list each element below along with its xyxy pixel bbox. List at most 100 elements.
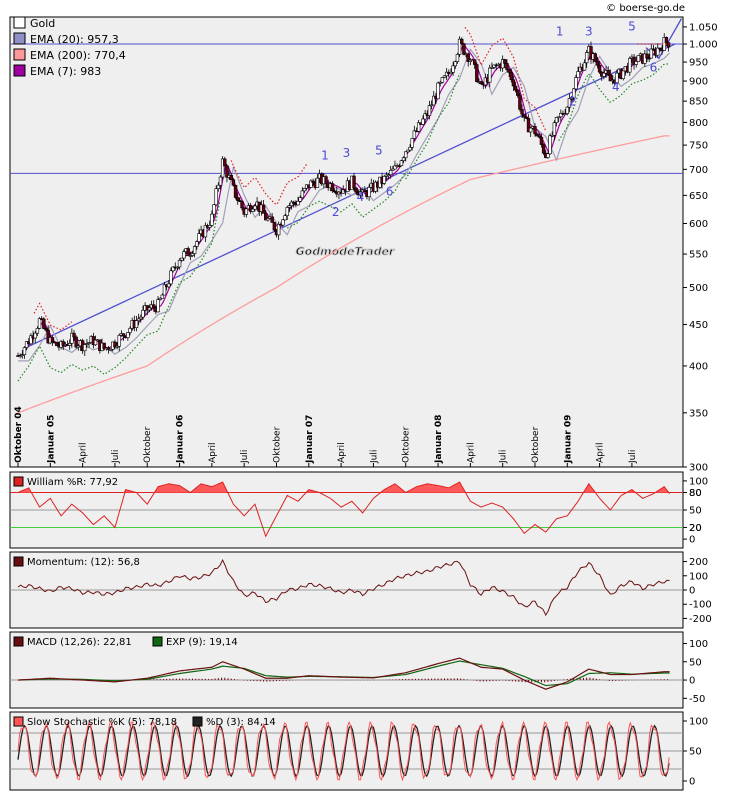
candle-body bbox=[106, 347, 111, 350]
candle-body bbox=[324, 176, 328, 184]
x-tick-label: Juli bbox=[499, 450, 509, 464]
candle bbox=[29, 333, 33, 345]
candle-body bbox=[162, 284, 167, 296]
candle bbox=[315, 174, 320, 189]
candle-body bbox=[44, 328, 48, 331]
candle-body bbox=[46, 329, 50, 344]
candle-body bbox=[460, 38, 464, 44]
candle bbox=[162, 282, 167, 296]
candle bbox=[106, 346, 111, 354]
x-tick-label: Oktober bbox=[143, 426, 153, 463]
candle-body bbox=[608, 74, 613, 82]
candle-body bbox=[134, 320, 139, 328]
candle-body bbox=[520, 109, 524, 115]
candle-body bbox=[330, 183, 335, 192]
candle-body bbox=[354, 187, 358, 193]
trailing-stop-low bbox=[286, 171, 407, 229]
candle-body bbox=[141, 309, 145, 318]
candle-body bbox=[621, 70, 626, 79]
candle-body bbox=[42, 318, 46, 329]
candle bbox=[61, 339, 65, 350]
candle bbox=[76, 343, 81, 351]
y-tick-label: 950 bbox=[689, 58, 708, 69]
candle-body bbox=[399, 160, 404, 167]
candle bbox=[634, 56, 638, 68]
candle bbox=[50, 335, 55, 346]
candle bbox=[541, 143, 546, 156]
candle-body bbox=[285, 207, 289, 216]
candle bbox=[621, 70, 626, 81]
candle-body bbox=[311, 180, 315, 183]
x-tick-label: April bbox=[337, 442, 347, 463]
candle bbox=[444, 67, 449, 81]
candle-body bbox=[479, 81, 483, 85]
macd-line bbox=[17, 657, 670, 690]
y-tick-label: -100 bbox=[689, 600, 712, 611]
candle bbox=[152, 300, 156, 312]
candle-body bbox=[190, 253, 195, 256]
candle bbox=[628, 56, 632, 76]
candle-body bbox=[287, 205, 292, 208]
x-tick-label: Januar 05 bbox=[46, 415, 56, 464]
candle bbox=[451, 61, 455, 76]
candle bbox=[108, 348, 113, 351]
candle-body bbox=[203, 225, 208, 238]
candle-body bbox=[432, 95, 436, 106]
candle-body bbox=[423, 113, 427, 120]
candle-body bbox=[438, 81, 442, 84]
candle-body bbox=[195, 241, 199, 247]
candle-body bbox=[449, 71, 453, 74]
wave-label: 5 bbox=[628, 19, 636, 33]
candle-body bbox=[533, 126, 537, 135]
candle-body bbox=[223, 158, 227, 167]
candle bbox=[324, 174, 328, 188]
candle bbox=[436, 81, 440, 100]
candle bbox=[83, 344, 87, 357]
candle bbox=[440, 76, 445, 84]
candle-body bbox=[115, 345, 119, 348]
y-tick-label: 700 bbox=[689, 165, 708, 176]
y-tick-label: 0 bbox=[689, 586, 695, 597]
candle-body bbox=[238, 200, 242, 202]
candle-body bbox=[167, 283, 171, 288]
candle-body bbox=[117, 335, 121, 347]
candle-body bbox=[488, 67, 492, 83]
legend-label: %D (3): 84,14 bbox=[206, 717, 276, 728]
candle bbox=[300, 187, 305, 199]
candle bbox=[500, 55, 505, 72]
candle bbox=[565, 106, 569, 116]
candle-body bbox=[509, 72, 513, 81]
candle bbox=[518, 92, 522, 112]
candle-body bbox=[192, 246, 197, 254]
wave-label: 1 bbox=[556, 24, 564, 38]
candle bbox=[442, 75, 447, 79]
candle bbox=[399, 159, 404, 167]
candle bbox=[276, 221, 281, 240]
candle bbox=[35, 326, 40, 337]
candle-body bbox=[546, 153, 550, 158]
candle bbox=[195, 240, 199, 250]
candle bbox=[490, 62, 494, 70]
legend-swatch bbox=[192, 716, 203, 727]
candle bbox=[537, 133, 541, 139]
candle-body bbox=[332, 190, 337, 193]
candle bbox=[457, 36, 462, 58]
candle-body bbox=[537, 135, 541, 138]
y-tick-label: 900 bbox=[689, 77, 708, 88]
candle bbox=[292, 200, 296, 208]
candle-body bbox=[72, 332, 76, 338]
candle-body bbox=[664, 37, 669, 44]
y-tick-label: 850 bbox=[689, 97, 708, 108]
legend-label: Slow Stochastic %K (5): 78,18 bbox=[27, 717, 177, 728]
candle bbox=[309, 179, 313, 188]
candle bbox=[393, 160, 397, 170]
candle-body bbox=[276, 223, 281, 236]
candle-body bbox=[126, 332, 130, 338]
candle bbox=[412, 125, 417, 141]
candle bbox=[539, 133, 544, 148]
candle bbox=[244, 207, 249, 218]
overbought-fill bbox=[18, 482, 670, 493]
candle bbox=[533, 123, 537, 137]
candle-body bbox=[22, 347, 27, 355]
candle-body bbox=[231, 179, 236, 186]
